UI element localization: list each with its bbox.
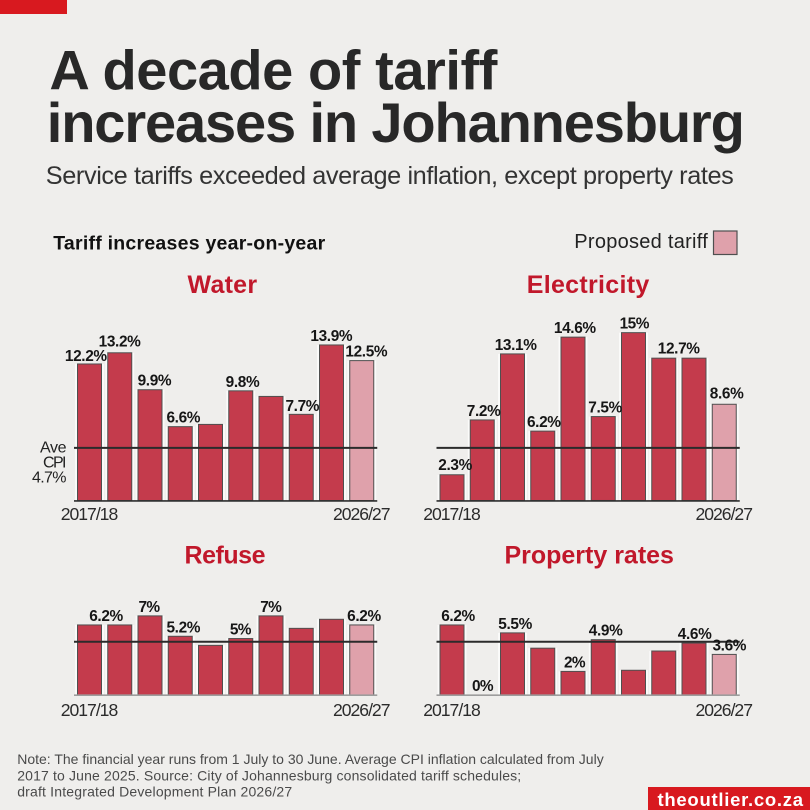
svg-text:2%: 2% — [564, 654, 586, 671]
svg-text:5.2%: 5.2% — [166, 619, 200, 636]
svg-text:13.2%: 13.2% — [99, 333, 142, 350]
svg-text:increases in Johannesburg: increases in Johannesburg — [47, 91, 745, 154]
svg-text:2017 to June 2025. Source: Cit: 2017 to June 2025. Source: City of Johan… — [17, 767, 521, 783]
svg-text:2026/27: 2026/27 — [333, 700, 391, 720]
svg-text:2017/18: 2017/18 — [423, 504, 481, 524]
svg-text:2017/18: 2017/18 — [61, 504, 119, 524]
svg-text:6.2%: 6.2% — [527, 414, 561, 431]
svg-text:Service tariffs exceeded avera: Service tariffs exceeded average inflati… — [46, 162, 734, 190]
svg-text:12.5%: 12.5% — [345, 344, 388, 361]
svg-text:7.7%: 7.7% — [285, 398, 319, 415]
svg-text:2017/18: 2017/18 — [61, 700, 119, 720]
svg-text:6.2%: 6.2% — [441, 608, 475, 625]
svg-text:theoutlier.co.za: theoutlier.co.za — [658, 789, 804, 810]
svg-text:CPI: CPI — [43, 455, 67, 472]
svg-text:4.6%: 4.6% — [678, 626, 712, 643]
svg-text:5%: 5% — [230, 622, 252, 639]
svg-text:7%: 7% — [260, 599, 282, 616]
svg-text:8.6%: 8.6% — [710, 386, 744, 403]
svg-text:Note: The financial year runs: Note: The financial year runs from 1 Jul… — [17, 751, 604, 767]
svg-text:15%: 15% — [620, 316, 650, 333]
svg-text:7.2%: 7.2% — [467, 403, 501, 420]
svg-text:0%: 0% — [472, 678, 494, 695]
svg-text:Tariff increases year-on-year: Tariff increases year-on-year — [53, 232, 325, 254]
svg-text:4.9%: 4.9% — [589, 623, 623, 640]
svg-text:14.6%: 14.6% — [554, 320, 597, 337]
svg-text:2026/27: 2026/27 — [696, 700, 754, 720]
svg-text:Water: Water — [188, 271, 258, 299]
svg-text:Refuse: Refuse — [185, 542, 266, 570]
svg-text:draft Integrated Development P: draft Integrated Development Plan 2026/2… — [17, 783, 292, 799]
svg-text:12.7%: 12.7% — [658, 340, 701, 357]
svg-text:12.2%: 12.2% — [65, 348, 108, 365]
svg-text:7%: 7% — [139, 599, 161, 616]
svg-text:Ave: Ave — [40, 440, 67, 457]
svg-text:Electricity: Electricity — [527, 271, 650, 299]
svg-text:2026/27: 2026/27 — [333, 504, 391, 524]
svg-text:Property rates: Property rates — [504, 542, 674, 570]
svg-text:5.5%: 5.5% — [498, 616, 532, 633]
svg-text:9.8%: 9.8% — [226, 374, 260, 391]
svg-text:13.1%: 13.1% — [495, 337, 538, 354]
svg-text:13.9%: 13.9% — [310, 328, 353, 345]
svg-text:4.7%: 4.7% — [32, 470, 67, 487]
svg-text:7.5%: 7.5% — [588, 400, 622, 417]
svg-text:9.9%: 9.9% — [138, 373, 172, 390]
svg-text:6.2%: 6.2% — [89, 608, 123, 625]
svg-text:2026/27: 2026/27 — [696, 504, 754, 524]
svg-text:2017/18: 2017/18 — [423, 700, 481, 720]
svg-text:Proposed tariff: Proposed tariff — [574, 231, 708, 253]
svg-text:6.2%: 6.2% — [347, 608, 381, 625]
svg-text:A decade of tariff: A decade of tariff — [49, 39, 497, 102]
svg-text:2.3%: 2.3% — [438, 457, 472, 474]
svg-text:3.6%: 3.6% — [712, 637, 746, 654]
svg-text:6.6%: 6.6% — [166, 410, 200, 427]
